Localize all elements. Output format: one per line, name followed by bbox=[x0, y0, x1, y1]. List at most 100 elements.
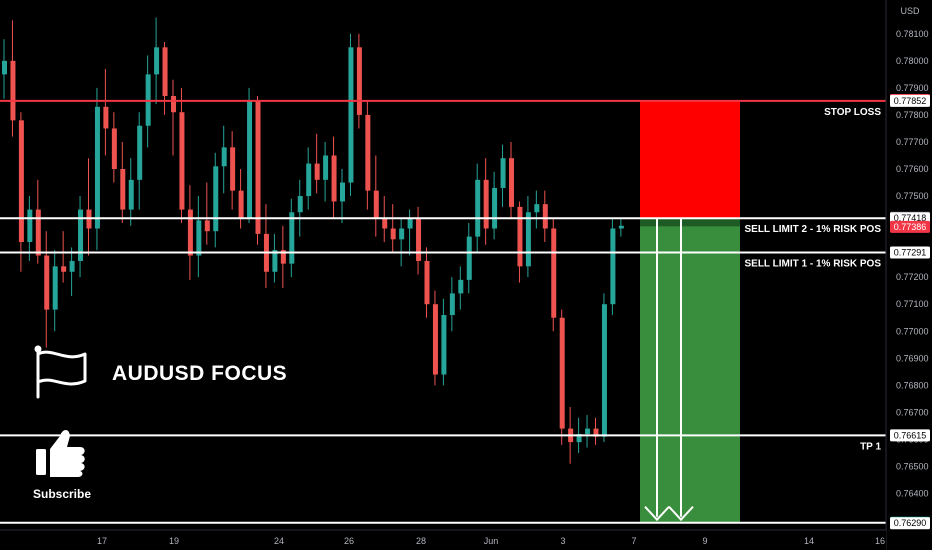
price-badge-text: 0.77852 bbox=[894, 96, 927, 106]
candle-body bbox=[297, 196, 303, 213]
candle-body bbox=[94, 106, 100, 229]
candle-body bbox=[348, 47, 354, 183]
candle-body bbox=[187, 209, 193, 256]
price-badge bbox=[890, 429, 930, 442]
candle-body bbox=[120, 169, 126, 210]
entry-band bbox=[640, 218, 740, 227]
price-tick: 0.78000 bbox=[896, 56, 929, 66]
candle-body bbox=[382, 217, 388, 229]
price-levels: STOP LOSS SELL LIMIT 2 - 1% RISK POS SELL … bbox=[0, 99, 886, 540]
candle-body bbox=[610, 228, 616, 305]
candle-body bbox=[196, 220, 202, 256]
candle-body bbox=[559, 317, 565, 429]
chart-title: AUDUSD FOCUS bbox=[112, 362, 288, 385]
candle-body bbox=[10, 60, 16, 121]
candle-body bbox=[18, 120, 24, 243]
time-tick: 16 bbox=[875, 536, 885, 546]
price-tick: 0.77200 bbox=[896, 272, 929, 282]
price-badge-text: 0.77418 bbox=[894, 213, 927, 223]
candle-body bbox=[576, 434, 582, 443]
time-tick: 19 bbox=[169, 536, 179, 546]
candle-body bbox=[247, 101, 253, 218]
price-tick: 0.77500 bbox=[896, 191, 929, 201]
candle-body bbox=[52, 266, 58, 310]
candle-body bbox=[2, 60, 7, 75]
time-tick: 26 bbox=[344, 536, 354, 546]
price-badge-text: 0.76290 bbox=[894, 518, 927, 528]
candle-body bbox=[492, 187, 498, 229]
candle-body bbox=[272, 250, 278, 272]
candle-body bbox=[280, 250, 286, 264]
candle-body bbox=[593, 428, 599, 437]
thumbs-up-icon[interactable] bbox=[36, 429, 85, 477]
candle-body bbox=[213, 166, 219, 232]
price-badge-text: 0.77386 bbox=[894, 222, 927, 232]
candle-body bbox=[432, 304, 438, 375]
candle-body bbox=[399, 228, 405, 240]
candle-body bbox=[585, 428, 591, 435]
price-tick: 0.78100 bbox=[896, 29, 929, 39]
candles bbox=[2, 17, 624, 464]
candle-body bbox=[509, 158, 514, 207]
price-badge bbox=[890, 220, 930, 233]
price-tick: 0.77800 bbox=[896, 110, 929, 120]
price-tick: 0.76700 bbox=[896, 407, 929, 417]
candle-body bbox=[27, 209, 33, 243]
time-tick: 28 bbox=[416, 536, 426, 546]
candle-body bbox=[179, 112, 185, 210]
position-tool bbox=[640, 100, 740, 523]
time-tick: 24 bbox=[274, 536, 284, 546]
candle-body bbox=[162, 47, 168, 96]
price-tick: 0.76400 bbox=[896, 488, 929, 498]
candle-body bbox=[331, 155, 337, 202]
level-label: TP 1 bbox=[860, 441, 881, 452]
subscribe-label[interactable]: Subscribe bbox=[33, 487, 92, 501]
candle-body bbox=[61, 266, 67, 272]
candle-body bbox=[390, 228, 396, 240]
target-zone bbox=[640, 218, 740, 523]
candle-body bbox=[103, 106, 109, 129]
price-tick: 0.77000 bbox=[896, 326, 929, 336]
price-badge bbox=[890, 246, 930, 259]
price-axis-bg bbox=[886, 0, 932, 550]
level-label: SELL LIMIT 2 - 1% RISK POS bbox=[744, 224, 881, 235]
price-axis: 0.78100 0.78000 0.77900 0.77800 0.77700 0.776… bbox=[885, 0, 932, 550]
time-axis-bg bbox=[0, 530, 886, 550]
candle-body bbox=[441, 315, 447, 375]
candle-body bbox=[449, 293, 455, 316]
candle-body bbox=[517, 206, 523, 267]
candle-body bbox=[416, 217, 422, 261]
candle-body bbox=[551, 228, 557, 318]
candle-body bbox=[154, 47, 160, 75]
time-axis: 17 19 24 26 28 Jun 3 7 9 14 16 bbox=[0, 529, 886, 550]
candle-body bbox=[466, 236, 472, 280]
candle-body bbox=[238, 190, 244, 218]
candle-body bbox=[542, 204, 548, 229]
candle-body bbox=[306, 163, 312, 197]
flag-icon bbox=[34, 345, 87, 399]
candle-body bbox=[525, 212, 531, 267]
time-tick: Jun bbox=[484, 536, 499, 546]
price-tick: 0.76500 bbox=[896, 461, 929, 471]
level-label: STOP LOSS bbox=[824, 107, 881, 118]
candle-body bbox=[230, 147, 236, 191]
candle-body bbox=[255, 101, 261, 234]
price-badge bbox=[890, 517, 930, 530]
currency-label: USD bbox=[900, 6, 920, 16]
candle-body bbox=[35, 209, 41, 256]
candle-body bbox=[458, 279, 464, 294]
level-label: SELL LIMIT 1 - 1% RISK POS bbox=[744, 259, 881, 270]
price-tick: 0.77900 bbox=[896, 83, 929, 93]
arrow-head bbox=[644, 506, 670, 522]
time-tick: 9 bbox=[702, 536, 707, 546]
candle-body bbox=[69, 260, 75, 272]
overlay-icons bbox=[34, 345, 87, 477]
candle-body bbox=[171, 95, 176, 113]
time-tick: 3 bbox=[560, 536, 565, 546]
time-tick: 14 bbox=[804, 536, 814, 546]
stop-zone bbox=[640, 100, 740, 219]
candle-body bbox=[475, 179, 481, 237]
candle-body bbox=[424, 260, 430, 305]
candle-body bbox=[323, 155, 329, 180]
